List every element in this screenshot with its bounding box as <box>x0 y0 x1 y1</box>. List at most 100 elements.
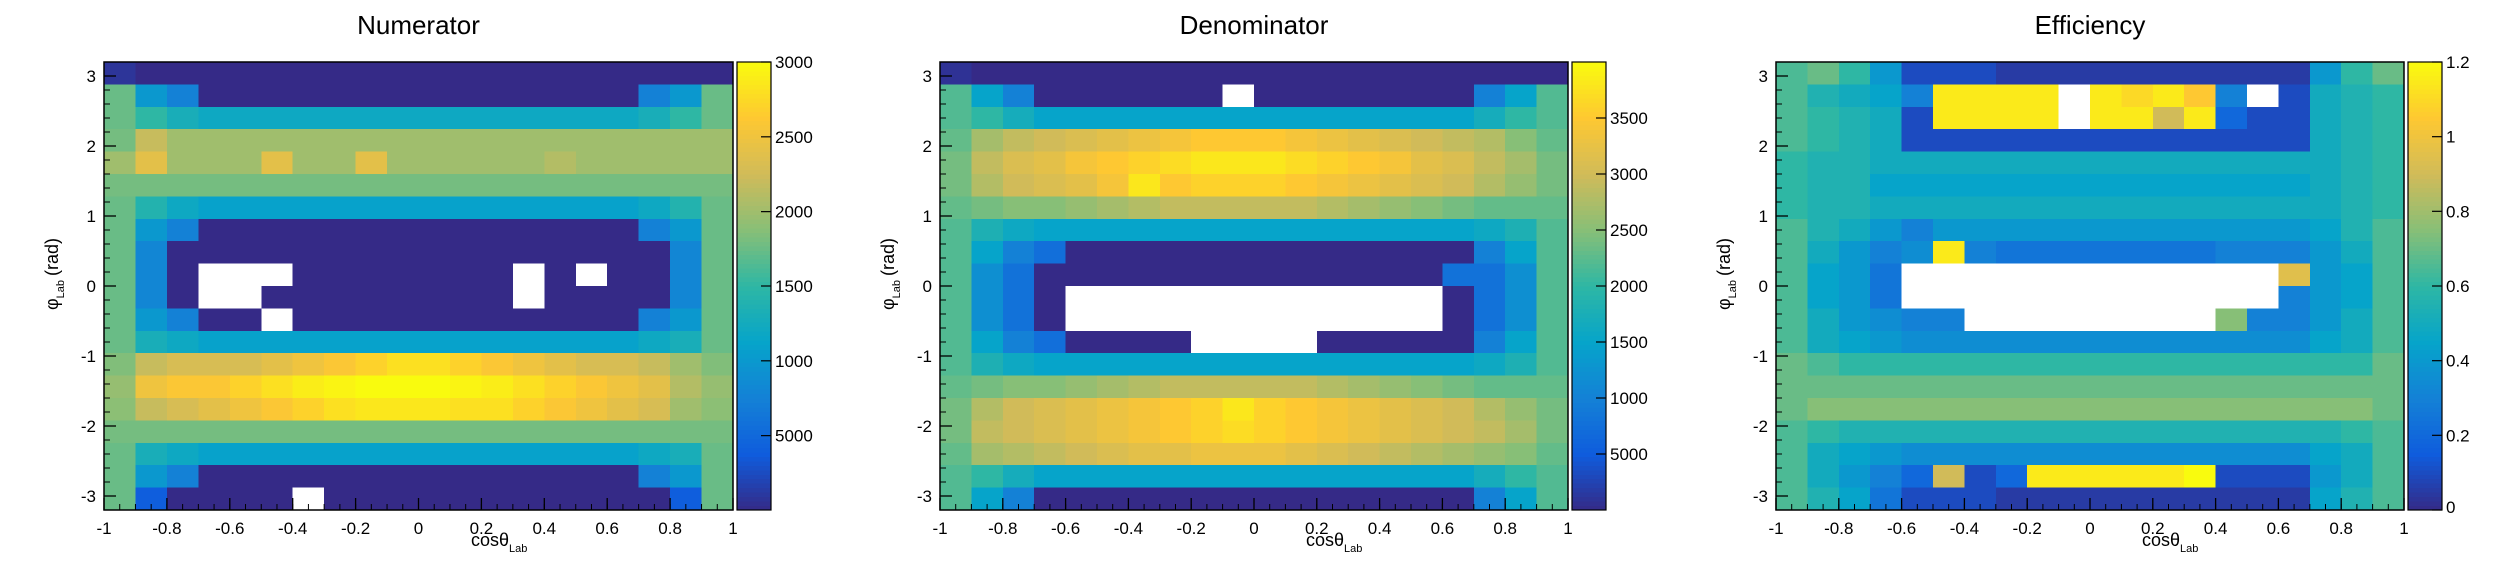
heatmap-cell <box>1411 375 1443 399</box>
heatmap-cell <box>2215 62 2248 85</box>
heatmap-cell <box>940 330 972 354</box>
colorbar-step <box>1572 465 1606 471</box>
colorbar-tick-label: 0 <box>2446 498 2455 517</box>
heatmap-cell <box>2341 196 2374 220</box>
heatmap-cell <box>2341 398 2374 421</box>
heatmap-cell <box>1964 420 1997 444</box>
heatmap-cell <box>1065 106 1098 130</box>
colorbar-step <box>737 263 771 269</box>
heatmap-cell <box>1379 375 1412 399</box>
heatmap-cell <box>971 106 1004 130</box>
colorbar-step <box>1572 66 1606 72</box>
heatmap-cell <box>701 106 734 130</box>
heatmap-cell <box>971 308 1004 332</box>
heatmap-cell <box>1159 263 1192 287</box>
heatmap-cell <box>2184 129 2217 153</box>
colorbar-tick-label: 2500 <box>1610 221 1648 240</box>
heatmap-cell <box>1964 106 1997 130</box>
colorbar-step <box>1572 357 1606 363</box>
heatmap-cell <box>971 62 1004 85</box>
heatmap-cell <box>1964 487 1997 511</box>
heatmap-cell <box>1065 465 1098 489</box>
heatmap-cell <box>1348 84 1381 108</box>
heatmap-cell <box>670 286 703 309</box>
colorbar-step <box>2408 79 2442 85</box>
heatmap-cell <box>1870 263 1903 287</box>
heatmap-cell <box>1128 420 1161 444</box>
colorbar-step <box>737 366 771 372</box>
heatmap-cell <box>512 308 545 332</box>
heatmap-cell <box>1776 330 1808 354</box>
heatmap-cell <box>198 196 231 220</box>
heatmap-cell <box>418 286 451 309</box>
heatmap-cell <box>261 353 294 377</box>
heatmap-cell <box>1838 151 1871 175</box>
heatmap-cell <box>387 487 420 511</box>
colorbar-step <box>1572 398 1606 404</box>
heatmap-cell <box>1442 442 1475 466</box>
heatmap-cell <box>2152 308 2185 332</box>
colorbar-step <box>1572 366 1606 372</box>
heatmap-cell <box>261 151 294 175</box>
heatmap-cell <box>1536 487 1569 511</box>
heatmap-cell <box>2027 353 2060 377</box>
heatmap-cell <box>1222 442 1255 466</box>
heatmap-cell <box>1065 398 1098 421</box>
colorbar-step <box>737 474 771 480</box>
colorbar-step <box>737 398 771 404</box>
heatmap-cell <box>292 308 325 332</box>
y-tick-label: -3 <box>917 487 932 506</box>
colorbar-step <box>1572 442 1606 448</box>
heatmap-cell <box>1870 420 1903 444</box>
heatmap-cell <box>387 263 420 287</box>
heatmap-cell <box>1964 84 1997 108</box>
colorbar-step <box>737 84 771 90</box>
heatmap-cell <box>2027 487 2060 511</box>
heatmap-cell <box>1536 398 1569 421</box>
heatmap-cell <box>2372 375 2405 399</box>
heatmap-cell <box>2247 330 2279 354</box>
heatmap-cell <box>1159 353 1192 377</box>
heatmap-cell <box>2027 465 2060 489</box>
heatmap-cell <box>292 286 325 309</box>
heatmap-cell <box>1097 151 1129 175</box>
heatmap-cell <box>418 330 451 354</box>
heatmap-cell <box>1807 106 1840 130</box>
colorbar-step <box>1572 380 1606 386</box>
heatmap-cell <box>670 62 703 85</box>
heatmap-cell <box>1901 106 1934 130</box>
heatmap-cell <box>544 106 577 130</box>
heatmap-cell <box>2309 353 2342 377</box>
heatmap-cell <box>638 196 671 220</box>
heatmap-cell <box>638 330 671 354</box>
heatmap-cell <box>2341 353 2374 377</box>
heatmap-cell <box>1254 151 1286 175</box>
heatmap-cell <box>701 241 734 265</box>
heatmap-cell <box>1870 286 1903 309</box>
heatmap-cell <box>670 263 703 287</box>
heatmap-cell <box>1776 375 1808 399</box>
colorbar-step <box>737 312 771 318</box>
heatmap-cell <box>292 487 325 511</box>
heatmap-cell <box>1128 487 1161 511</box>
heatmap-cell <box>544 442 577 466</box>
heatmap-cell <box>1002 84 1035 108</box>
heatmap-cell <box>418 442 451 466</box>
heatmap-cell <box>2121 62 2154 85</box>
heatmap-cell <box>1348 174 1381 197</box>
heatmap-cell <box>1995 263 2028 287</box>
colorbar-step <box>737 182 771 189</box>
colorbar-step <box>1572 474 1606 480</box>
heatmap-cell <box>2247 487 2279 511</box>
heatmap-cell <box>1379 62 1412 85</box>
colorbar-step <box>2408 223 2442 229</box>
x-tick-label: -0.2 <box>2013 519 2042 538</box>
heatmap-cell <box>1536 353 1569 377</box>
heatmap-cell <box>1316 286 1349 309</box>
heatmap-cell <box>104 196 137 220</box>
heatmap-cell <box>2215 218 2248 242</box>
x-axis-label: cosθLab <box>1306 530 1362 555</box>
heatmap-cell <box>104 129 137 153</box>
heatmap-cell <box>544 286 577 309</box>
colorbar-step <box>737 290 771 296</box>
